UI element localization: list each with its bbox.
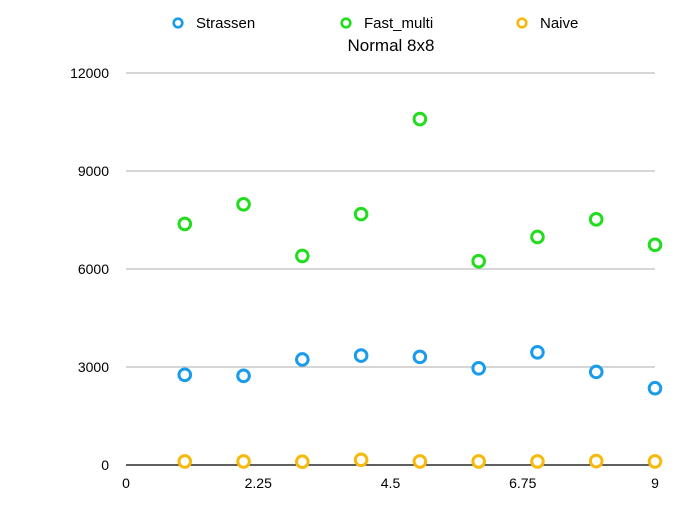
data-point (412, 454, 428, 469)
legend-item-fast-multi: Fast_multi (340, 15, 433, 32)
legend-item-naive: Naive (516, 15, 578, 32)
y-tick-label: 12000 (70, 65, 109, 81)
y-axis-ticks: 0 3000 6000 9000 12000 (70, 65, 109, 473)
data-point (412, 111, 428, 127)
data-point (177, 216, 193, 232)
legend-label: Naive (540, 15, 578, 32)
x-tick-label: 0 (122, 475, 130, 491)
legend-marker (172, 17, 184, 29)
legend-item-strassen: Strassen (172, 15, 255, 32)
y-tick-label: 9000 (78, 163, 109, 179)
data-point (412, 349, 428, 365)
x-tick-label: 9 (651, 475, 659, 491)
data-point (588, 364, 604, 380)
data-point (647, 237, 663, 253)
legend-marker (340, 17, 352, 29)
data-point (177, 367, 193, 383)
data-point (471, 253, 486, 269)
series-strassen (177, 345, 663, 396)
data-point (588, 212, 604, 227)
data-point (295, 454, 310, 470)
data-point (471, 454, 486, 469)
x-tick-label: 2.25 (245, 475, 272, 491)
data-point (177, 454, 193, 469)
data-point (353, 206, 369, 222)
series-fast-multi (177, 111, 663, 269)
series-naive (177, 452, 663, 470)
data-point (588, 453, 604, 469)
chart-title: Normal 8x8 (348, 36, 435, 55)
data-point (295, 248, 310, 264)
data-point (236, 197, 251, 212)
data-point (353, 348, 369, 363)
data-point (471, 361, 486, 376)
data-point (647, 380, 663, 396)
data-point (236, 454, 251, 469)
legend-label: Fast_multi (364, 15, 433, 32)
x-axis-ticks: 0 2.25 4.5 6.75 9 (122, 475, 659, 491)
data-point (530, 454, 545, 469)
data-point (236, 368, 251, 384)
data-point (295, 352, 310, 367)
data-points (177, 111, 663, 470)
x-tick-label: 4.5 (381, 475, 401, 491)
x-tick-label: 6.75 (509, 475, 536, 491)
y-tick-label: 6000 (78, 261, 109, 277)
y-tick-label: 3000 (78, 359, 109, 375)
y-tick-label: 0 (101, 457, 109, 473)
data-point (530, 229, 545, 245)
data-point (647, 454, 663, 469)
data-point (530, 345, 545, 360)
legend-marker (516, 17, 528, 29)
legend-label: Strassen (196, 15, 255, 32)
data-point (353, 452, 369, 468)
grid (126, 72, 655, 368)
legend: Strassen Fast_multi Naive (172, 15, 578, 32)
